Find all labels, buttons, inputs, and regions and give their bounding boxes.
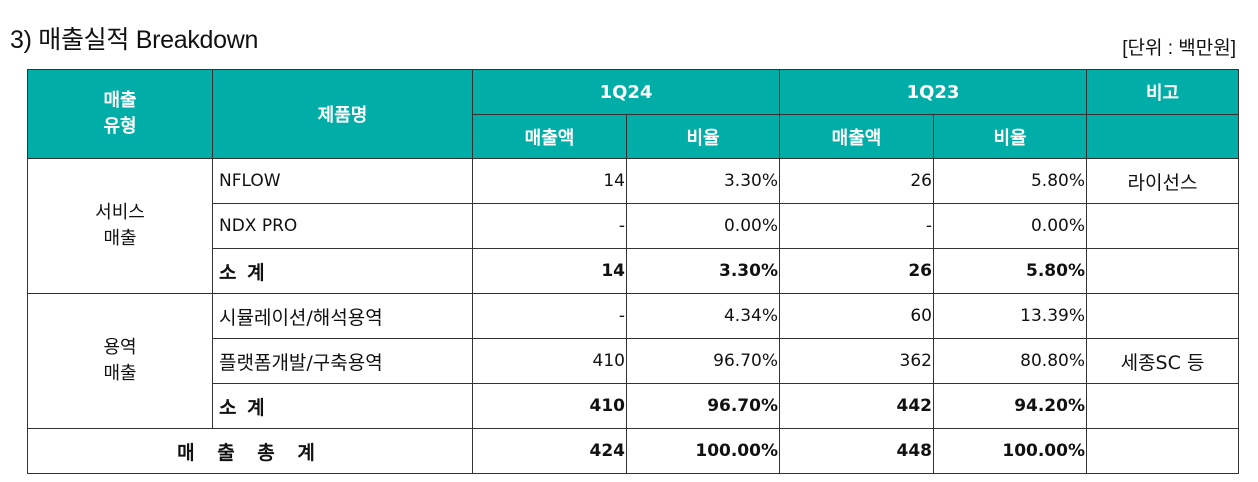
q23-ratio: 5.80% [933,158,1087,204]
total-row: 매 출 총 계 424 100.00% 448 100.00% [27,428,1239,474]
category-line1: 용역 [103,337,137,358]
header-sales-type-line2: 유형 [103,116,137,137]
total-q23-ratio: 100.00% [933,428,1087,474]
note [1086,293,1239,339]
total-q24-ratio: 100.00% [626,428,780,474]
total-q23-amount: 448 [779,428,934,474]
q23-ratio: 80.80% [933,338,1087,384]
category-line2: 매출 [103,228,137,249]
note: 세종SC 등 [1086,338,1239,384]
header-period-1q23: 1Q23 [779,69,1087,115]
header-note: 비고 [1086,69,1239,115]
q24-amount: 410 [472,338,627,384]
q24-amount: 14 [472,158,627,204]
q24-amount: 14 [472,248,627,294]
q24-amount: 410 [472,383,627,429]
q23-amount: - [779,203,934,249]
q23-amount: 26 [779,248,934,294]
note [1086,248,1239,294]
product-name: 플랫폼개발/구축용역 [212,338,473,384]
q23-amount: 26 [779,158,934,204]
table-row: 용역 매출 시뮬레이션/해석용역 - 4.34% 60 13.39% [27,293,1239,429]
header-sales-type: 매출 유형 [27,69,213,159]
total-label: 매 출 총 계 [27,428,473,474]
note: 라이선스 [1086,158,1239,204]
header-period-1q24: 1Q24 [472,69,780,115]
q24-ratio: 0.00% [626,203,780,249]
product-name: NFLOW [212,158,473,204]
category-service-contract-sales: 용역 매출 [27,293,213,429]
q23-ratio: 13.39% [933,293,1087,339]
table-row: 서비스 매출 NFLOW 14 3.30% 26 5.80% 라이선스 [27,158,1239,294]
q24-amount: - [472,293,627,339]
note [1086,428,1239,474]
header-sales-type-line1: 매출 [103,90,137,111]
q23-ratio: 94.20% [933,383,1087,429]
header-note-blank [1086,114,1239,159]
category-service-sales: 서비스 매출 [27,158,213,294]
header-ratio-1q23: 비율 [933,114,1087,159]
note [1086,203,1239,249]
note [1086,383,1239,429]
q24-ratio: 4.34% [626,293,780,339]
subtotal-label: 소 계 [212,383,473,429]
unit-label: [단위 : 백만원] [1122,38,1236,59]
header-amount-1q24: 매출액 [472,114,627,159]
q23-amount: 442 [779,383,934,429]
q24-ratio: 96.70% [626,338,780,384]
q24-ratio: 3.30% [626,158,780,204]
q23-ratio: 5.80% [933,248,1087,294]
product-name: NDX PRO [212,203,473,249]
table-row: NDX PRO - 0.00% - 0.00% [28,203,1239,249]
header-amount-1q23: 매출액 [779,114,934,159]
category-line1: 서비스 [95,202,145,223]
subtotal-label: 소 계 [212,248,473,294]
q23-ratio: 0.00% [933,203,1087,249]
page-title: 3) 매출실적 Breakdown [10,26,259,54]
q23-amount: 362 [779,338,934,384]
product-name: 시뮬레이션/해석용역 [212,293,473,339]
header-ratio-1q24: 비율 [626,114,780,159]
q24-amount: - [472,203,627,249]
table-row: 플랫폼개발/구축용역 410 96.70% 362 80.80% 세종SC 등 [28,338,1239,384]
category-line2: 매출 [103,363,137,384]
total-q24-amount: 424 [472,428,627,474]
q24-ratio: 3.30% [626,248,780,294]
q24-ratio: 96.70% [626,383,780,429]
header-product-name: 제품명 [212,69,473,159]
q23-amount: 60 [779,293,934,339]
subtotal-row: 소 계 410 96.70% 442 94.20% [28,383,1239,429]
sales-breakdown-table: 매출 유형 제품명 1Q24 1Q23 비고 매출액 비율 매출액 비율 서비스… [27,69,1239,474]
